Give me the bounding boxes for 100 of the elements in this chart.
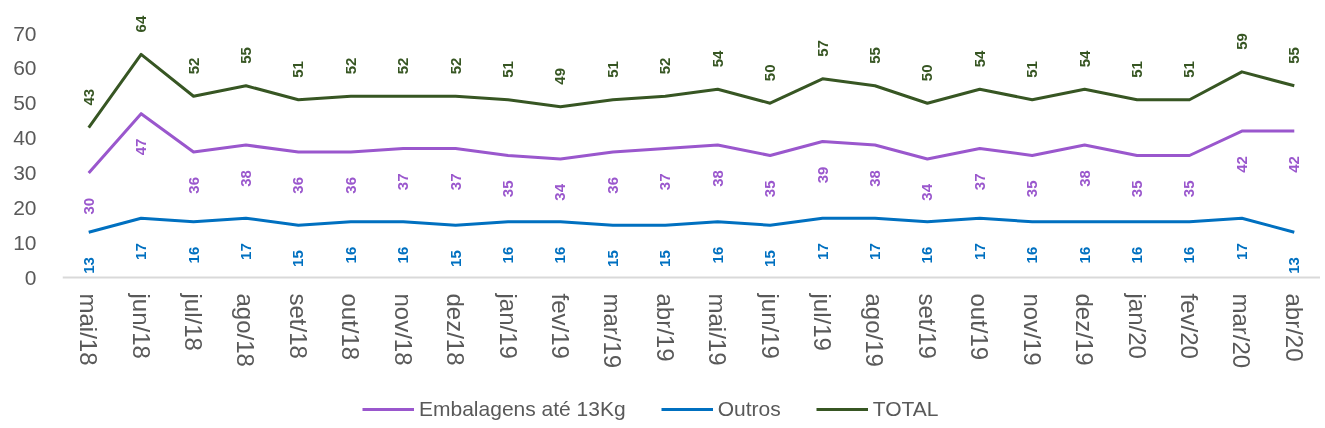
- data-label: 16: [918, 246, 936, 264]
- data-label: 37: [970, 173, 988, 191]
- data-label: 37: [656, 173, 674, 191]
- x-tick-label: jul/19: [809, 292, 837, 351]
- data-label: 17: [236, 243, 254, 260]
- data-label: 42: [1232, 156, 1250, 173]
- data-label: 57: [813, 40, 831, 57]
- x-tick-label: mar/20: [1228, 293, 1256, 369]
- data-label: 15: [761, 250, 779, 267]
- x-tick-label: jun/19: [756, 292, 784, 359]
- x-tick-label: jan/20: [1123, 292, 1151, 359]
- data-label: 16: [341, 246, 359, 264]
- x-tick-label: out/19: [966, 293, 994, 361]
- data-label: 36: [603, 177, 621, 194]
- y-tick-label: 70: [13, 21, 37, 45]
- data-label: 34: [918, 183, 936, 201]
- x-tick-label: set/18: [284, 293, 312, 359]
- data-label: 47: [132, 138, 150, 156]
- data-label: 17: [865, 243, 883, 260]
- data-label: 52: [446, 57, 464, 75]
- x-tick-label: jul/18: [180, 292, 208, 351]
- data-label: 54: [708, 49, 726, 68]
- data-label: 52: [394, 57, 412, 75]
- x-tick-label: abr/19: [651, 293, 679, 362]
- data-label: 35: [1180, 180, 1198, 198]
- data-label: 64: [132, 15, 150, 33]
- x-tick-label: mar/19: [599, 293, 627, 369]
- x-tick-label: ago/18: [232, 293, 260, 367]
- data-label: 38: [865, 170, 883, 187]
- data-label: 16: [1023, 246, 1041, 264]
- data-label: 54: [1075, 49, 1093, 68]
- data-label: 55: [865, 47, 883, 64]
- x-tick-label: nov/19: [1018, 293, 1046, 366]
- data-label: 16: [184, 246, 202, 264]
- data-label: 34: [551, 183, 569, 201]
- legend-label: Embalagens até 13Kg: [419, 397, 626, 421]
- y-tick-label: 40: [13, 126, 37, 150]
- data-label: 50: [918, 64, 936, 82]
- x-tick-label: mai/18: [75, 293, 103, 366]
- data-label: 59: [1232, 33, 1250, 50]
- data-label: 35: [499, 180, 517, 198]
- data-label: 36: [341, 177, 359, 194]
- data-label: 51: [1023, 61, 1041, 78]
- data-label: 16: [1075, 246, 1093, 264]
- data-label: 51: [289, 61, 307, 78]
- data-label: 51: [1128, 61, 1146, 78]
- data-label: 15: [603, 250, 621, 267]
- x-tick-label: fev/19: [546, 293, 574, 359]
- data-label: 16: [708, 246, 726, 264]
- x-tick-label: jan/19: [494, 292, 522, 359]
- legend-label: TOTAL: [872, 397, 939, 421]
- data-label: 13: [1285, 257, 1303, 274]
- data-label: 36: [184, 177, 202, 194]
- data-label: 16: [551, 246, 569, 264]
- data-label: 17: [813, 243, 831, 260]
- data-label: 15: [289, 250, 307, 267]
- data-label: 42: [1285, 156, 1303, 173]
- data-label: 50: [761, 64, 779, 82]
- data-label: 35: [1023, 180, 1041, 198]
- data-label: 39: [813, 166, 831, 184]
- data-label: 49: [551, 68, 569, 85]
- data-label: 37: [394, 173, 412, 191]
- data-label: 51: [603, 61, 621, 78]
- data-label: 52: [656, 57, 674, 75]
- data-label: 16: [1128, 246, 1146, 264]
- data-label: 43: [79, 88, 97, 106]
- data-label: 15: [446, 250, 464, 267]
- data-label: 35: [1128, 180, 1146, 198]
- data-label: 13: [79, 257, 97, 274]
- data-label: 35: [761, 180, 779, 198]
- data-label: 37: [446, 173, 464, 191]
- y-tick-label: 20: [13, 195, 37, 219]
- data-label: 17: [1232, 243, 1250, 260]
- x-tick-label: dez/18: [442, 293, 470, 366]
- line-series: [87, 216, 1296, 234]
- data-label: 30: [79, 197, 97, 215]
- y-tick-label: 60: [13, 56, 37, 80]
- y-tick-label: 50: [13, 91, 37, 115]
- x-tick-label: out/18: [337, 293, 365, 361]
- y-tick-label: 0: [24, 265, 37, 289]
- y-tick-label: 30: [13, 160, 37, 184]
- data-label: 54: [970, 49, 988, 68]
- x-tick-label: fev/20: [1175, 293, 1203, 359]
- data-label: 16: [394, 246, 412, 264]
- data-label: 15: [656, 250, 674, 267]
- x-tick-label: ago/19: [861, 293, 889, 367]
- data-label: 36: [289, 177, 307, 194]
- data-label: 38: [236, 170, 254, 187]
- data-label: 17: [970, 243, 988, 260]
- x-tick-label: set/19: [913, 293, 941, 359]
- x-tick-label: mai/19: [704, 293, 732, 366]
- y-tick-label: 10: [13, 230, 37, 254]
- data-label: 17: [132, 243, 150, 260]
- data-label: 51: [1180, 61, 1198, 78]
- data-label: 38: [708, 170, 726, 187]
- data-label: 16: [499, 246, 517, 264]
- data-label: 52: [341, 57, 359, 75]
- data-label: 38: [1075, 170, 1093, 187]
- x-tick-label: nov/18: [389, 293, 417, 366]
- legend-label: Outros: [717, 397, 781, 421]
